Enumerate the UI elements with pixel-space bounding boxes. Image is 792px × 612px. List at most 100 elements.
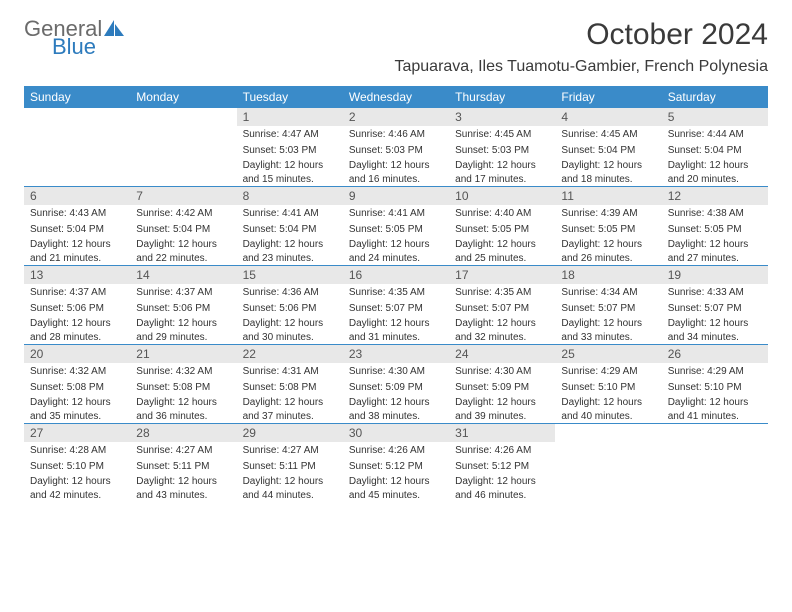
sunset-text: Sunset: 5:12 PM bbox=[343, 458, 449, 474]
day-number: 22 bbox=[237, 345, 343, 363]
daylight-text: Daylight: 12 hours and 22 minutes. bbox=[130, 236, 236, 265]
sunrise-text: Sunrise: 4:30 AM bbox=[449, 363, 555, 379]
calendar-day: 28Sunrise: 4:27 AMSunset: 5:11 PMDayligh… bbox=[130, 424, 236, 502]
daylight-text: Daylight: 12 hours and 44 minutes. bbox=[237, 473, 343, 502]
sunrise-text: Sunrise: 4:39 AM bbox=[555, 205, 661, 221]
sunset-text: Sunset: 5:10 PM bbox=[662, 379, 768, 395]
day-number: 12 bbox=[662, 187, 768, 205]
sunset-text: Sunset: 5:03 PM bbox=[449, 142, 555, 158]
day-header: Sunday bbox=[24, 86, 130, 108]
day-number: 24 bbox=[449, 345, 555, 363]
sunrise-text: Sunrise: 4:30 AM bbox=[343, 363, 449, 379]
sunrise-text: Sunrise: 4:32 AM bbox=[130, 363, 236, 379]
calendar-day: 25Sunrise: 4:29 AMSunset: 5:10 PMDayligh… bbox=[555, 345, 661, 423]
brand-word-2: Blue bbox=[52, 34, 96, 59]
day-headers-row: SundayMondayTuesdayWednesdayThursdayFrid… bbox=[24, 86, 768, 108]
calendar-day: 15Sunrise: 4:36 AMSunset: 5:06 PMDayligh… bbox=[237, 266, 343, 344]
calendar-day: 6Sunrise: 4:43 AMSunset: 5:04 PMDaylight… bbox=[24, 187, 130, 265]
sunrise-text: Sunrise: 4:47 AM bbox=[237, 126, 343, 142]
calendar-day: 12Sunrise: 4:38 AMSunset: 5:05 PMDayligh… bbox=[662, 187, 768, 265]
daylight-text: Daylight: 12 hours and 32 minutes. bbox=[449, 315, 555, 344]
sunrise-text: Sunrise: 4:27 AM bbox=[237, 442, 343, 458]
daylight-text: Daylight: 12 hours and 33 minutes. bbox=[555, 315, 661, 344]
day-number: 27 bbox=[24, 424, 130, 442]
day-number: 2 bbox=[343, 108, 449, 126]
sunrise-text: Sunrise: 4:37 AM bbox=[130, 284, 236, 300]
sunrise-text: Sunrise: 4:35 AM bbox=[343, 284, 449, 300]
calendar-day: 26Sunrise: 4:29 AMSunset: 5:10 PMDayligh… bbox=[662, 345, 768, 423]
day-number: 14 bbox=[130, 266, 236, 284]
daylight-text: Daylight: 12 hours and 16 minutes. bbox=[343, 157, 449, 186]
sunset-text: Sunset: 5:11 PM bbox=[130, 458, 236, 474]
sunrise-text: Sunrise: 4:26 AM bbox=[449, 442, 555, 458]
sunset-text: Sunset: 5:04 PM bbox=[237, 221, 343, 237]
calendar-day: 22Sunrise: 4:31 AMSunset: 5:08 PMDayligh… bbox=[237, 345, 343, 423]
calendar-day: 11Sunrise: 4:39 AMSunset: 5:05 PMDayligh… bbox=[555, 187, 661, 265]
calendar-day: 27Sunrise: 4:28 AMSunset: 5:10 PMDayligh… bbox=[24, 424, 130, 502]
header: General Blue October 2024 Tapuarava, Ile… bbox=[24, 18, 768, 76]
day-number: 13 bbox=[24, 266, 130, 284]
calendar-day: 3Sunrise: 4:45 AMSunset: 5:03 PMDaylight… bbox=[449, 108, 555, 186]
sunset-text: Sunset: 5:03 PM bbox=[343, 142, 449, 158]
sunrise-text: Sunrise: 4:45 AM bbox=[449, 126, 555, 142]
calendar-day: 18Sunrise: 4:34 AMSunset: 5:07 PMDayligh… bbox=[555, 266, 661, 344]
calendar-empty bbox=[130, 108, 236, 186]
day-header: Friday bbox=[555, 86, 661, 108]
sunrise-text: Sunrise: 4:43 AM bbox=[24, 205, 130, 221]
calendar-day: 29Sunrise: 4:27 AMSunset: 5:11 PMDayligh… bbox=[237, 424, 343, 502]
day-header: Saturday bbox=[662, 86, 768, 108]
day-number: 29 bbox=[237, 424, 343, 442]
sunrise-text: Sunrise: 4:33 AM bbox=[662, 284, 768, 300]
daylight-text: Daylight: 12 hours and 35 minutes. bbox=[24, 394, 130, 423]
sunset-text: Sunset: 5:04 PM bbox=[24, 221, 130, 237]
daylight-text: Daylight: 12 hours and 43 minutes. bbox=[130, 473, 236, 502]
sunset-text: Sunset: 5:05 PM bbox=[343, 221, 449, 237]
sunset-text: Sunset: 5:06 PM bbox=[237, 300, 343, 316]
sunrise-text: Sunrise: 4:41 AM bbox=[237, 205, 343, 221]
page-title: October 2024 bbox=[394, 18, 768, 52]
daylight-text: Daylight: 12 hours and 45 minutes. bbox=[343, 473, 449, 502]
daylight-text: Daylight: 12 hours and 20 minutes. bbox=[662, 157, 768, 186]
sunrise-text: Sunrise: 4:32 AM bbox=[24, 363, 130, 379]
sunset-text: Sunset: 5:05 PM bbox=[662, 221, 768, 237]
sunrise-text: Sunrise: 4:29 AM bbox=[662, 363, 768, 379]
day-number: 1 bbox=[237, 108, 343, 126]
calendar-day: 7Sunrise: 4:42 AMSunset: 5:04 PMDaylight… bbox=[130, 187, 236, 265]
day-header: Monday bbox=[130, 86, 236, 108]
day-number: 31 bbox=[449, 424, 555, 442]
day-header: Thursday bbox=[449, 86, 555, 108]
calendar-week: 1Sunrise: 4:47 AMSunset: 5:03 PMDaylight… bbox=[24, 108, 768, 187]
location-text: Tapuarava, Iles Tuamotu-Gambier, French … bbox=[394, 58, 768, 76]
daylight-text: Daylight: 12 hours and 40 minutes. bbox=[555, 394, 661, 423]
daylight-text: Daylight: 12 hours and 23 minutes. bbox=[237, 236, 343, 265]
sunrise-text: Sunrise: 4:27 AM bbox=[130, 442, 236, 458]
sunrise-text: Sunrise: 4:42 AM bbox=[130, 205, 236, 221]
day-number: 25 bbox=[555, 345, 661, 363]
sunset-text: Sunset: 5:08 PM bbox=[130, 379, 236, 395]
sunrise-text: Sunrise: 4:44 AM bbox=[662, 126, 768, 142]
sunrise-text: Sunrise: 4:45 AM bbox=[555, 126, 661, 142]
daylight-text: Daylight: 12 hours and 25 minutes. bbox=[449, 236, 555, 265]
daylight-text: Daylight: 12 hours and 21 minutes. bbox=[24, 236, 130, 265]
day-number: 17 bbox=[449, 266, 555, 284]
daylight-text: Daylight: 12 hours and 34 minutes. bbox=[662, 315, 768, 344]
daylight-text: Daylight: 12 hours and 27 minutes. bbox=[662, 236, 768, 265]
calendar-empty bbox=[24, 108, 130, 186]
sunset-text: Sunset: 5:05 PM bbox=[555, 221, 661, 237]
calendar-day: 31Sunrise: 4:26 AMSunset: 5:12 PMDayligh… bbox=[449, 424, 555, 502]
day-number: 5 bbox=[662, 108, 768, 126]
sunset-text: Sunset: 5:07 PM bbox=[555, 300, 661, 316]
sunset-text: Sunset: 5:11 PM bbox=[237, 458, 343, 474]
sunset-text: Sunset: 5:09 PM bbox=[343, 379, 449, 395]
sunrise-text: Sunrise: 4:26 AM bbox=[343, 442, 449, 458]
sunset-text: Sunset: 5:04 PM bbox=[130, 221, 236, 237]
sunset-text: Sunset: 5:09 PM bbox=[449, 379, 555, 395]
calendar-day: 30Sunrise: 4:26 AMSunset: 5:12 PMDayligh… bbox=[343, 424, 449, 502]
sunrise-text: Sunrise: 4:28 AM bbox=[24, 442, 130, 458]
sunrise-text: Sunrise: 4:41 AM bbox=[343, 205, 449, 221]
day-number: 21 bbox=[130, 345, 236, 363]
sunset-text: Sunset: 5:08 PM bbox=[24, 379, 130, 395]
day-number: 20 bbox=[24, 345, 130, 363]
day-number: 15 bbox=[237, 266, 343, 284]
day-number: 8 bbox=[237, 187, 343, 205]
